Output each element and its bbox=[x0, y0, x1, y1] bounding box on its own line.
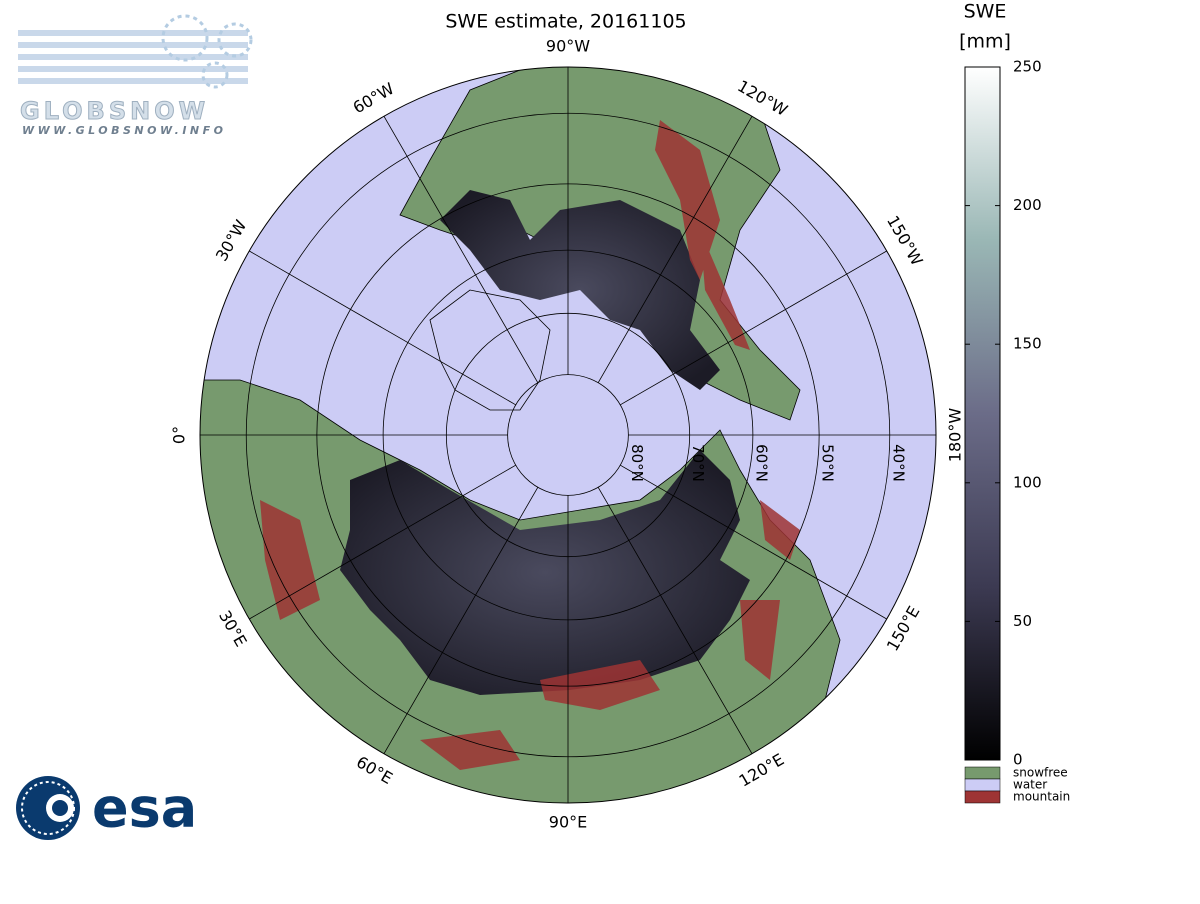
meridian-label: 90°W bbox=[546, 37, 590, 56]
meridian bbox=[620, 250, 887, 406]
parallel-label: 80°N bbox=[628, 444, 646, 482]
meridian-label: 60°W bbox=[350, 79, 398, 118]
meridian-label: 30°W bbox=[212, 216, 251, 264]
graticule bbox=[200, 67, 936, 803]
colorbar-title: [mm] bbox=[959, 31, 1011, 53]
map bbox=[200, 67, 936, 803]
class-swatch bbox=[964, 790, 1001, 804]
class-label: water bbox=[1013, 778, 1047, 792]
class-swatch bbox=[964, 778, 1001, 792]
colorbar-tick-label: 100 bbox=[1013, 473, 1042, 491]
parallel-label: 50°N bbox=[819, 444, 837, 482]
meridian bbox=[249, 250, 516, 406]
parallel-label: 70°N bbox=[689, 444, 707, 482]
colorbar: SWE [mm] 0 50 100 150 200 250 snowfreewatermou… bbox=[959, 1, 1070, 804]
meridian bbox=[597, 116, 753, 383]
meridian bbox=[249, 464, 516, 620]
meridian-label: 180°W bbox=[946, 408, 965, 463]
north-america-snow bbox=[440, 190, 720, 390]
meridian-label: 60°E bbox=[353, 752, 396, 788]
class-swatch bbox=[964, 766, 1001, 780]
globsnow-url: WWW.GLOBSNOW.INFO bbox=[22, 124, 227, 137]
parallel-label: 60°N bbox=[752, 444, 770, 482]
class-label: mountain bbox=[1013, 790, 1070, 804]
eurasia-snow bbox=[340, 450, 750, 695]
esa-text: esa bbox=[92, 777, 197, 840]
meridian bbox=[383, 116, 539, 383]
colorbar-tick-label: 150 bbox=[1013, 335, 1042, 353]
colorbar-tick-label: 200 bbox=[1013, 196, 1042, 214]
colorbar-title: SWE bbox=[964, 1, 1007, 23]
map-border bbox=[199, 66, 937, 804]
map-title: SWE estimate, 20161105 bbox=[445, 11, 686, 33]
colorbar-tick-label: 250 bbox=[1013, 58, 1042, 76]
globsnow-logo: GLOBSNOW WWW.GLOBSNOW.INFO bbox=[18, 14, 253, 137]
parallel-label: 40°N bbox=[889, 444, 907, 482]
class-label: snowfree bbox=[1013, 766, 1068, 780]
globsnow-text: GLOBSNOW bbox=[20, 97, 209, 125]
colorbar-tick-label: 50 bbox=[1013, 612, 1032, 630]
greenland-land bbox=[429, 289, 551, 411]
colorbar-tick-label: 0 bbox=[1013, 751, 1023, 769]
meridian-label: 30°E bbox=[215, 607, 251, 650]
esa-logo: esa bbox=[16, 776, 197, 840]
meridian-label: 90°E bbox=[549, 813, 587, 832]
colorbar-ramp bbox=[964, 66, 1001, 761]
meridian bbox=[620, 464, 887, 620]
meridian bbox=[597, 487, 753, 754]
meridian-label: 0° bbox=[170, 426, 189, 444]
meridian bbox=[383, 487, 539, 754]
